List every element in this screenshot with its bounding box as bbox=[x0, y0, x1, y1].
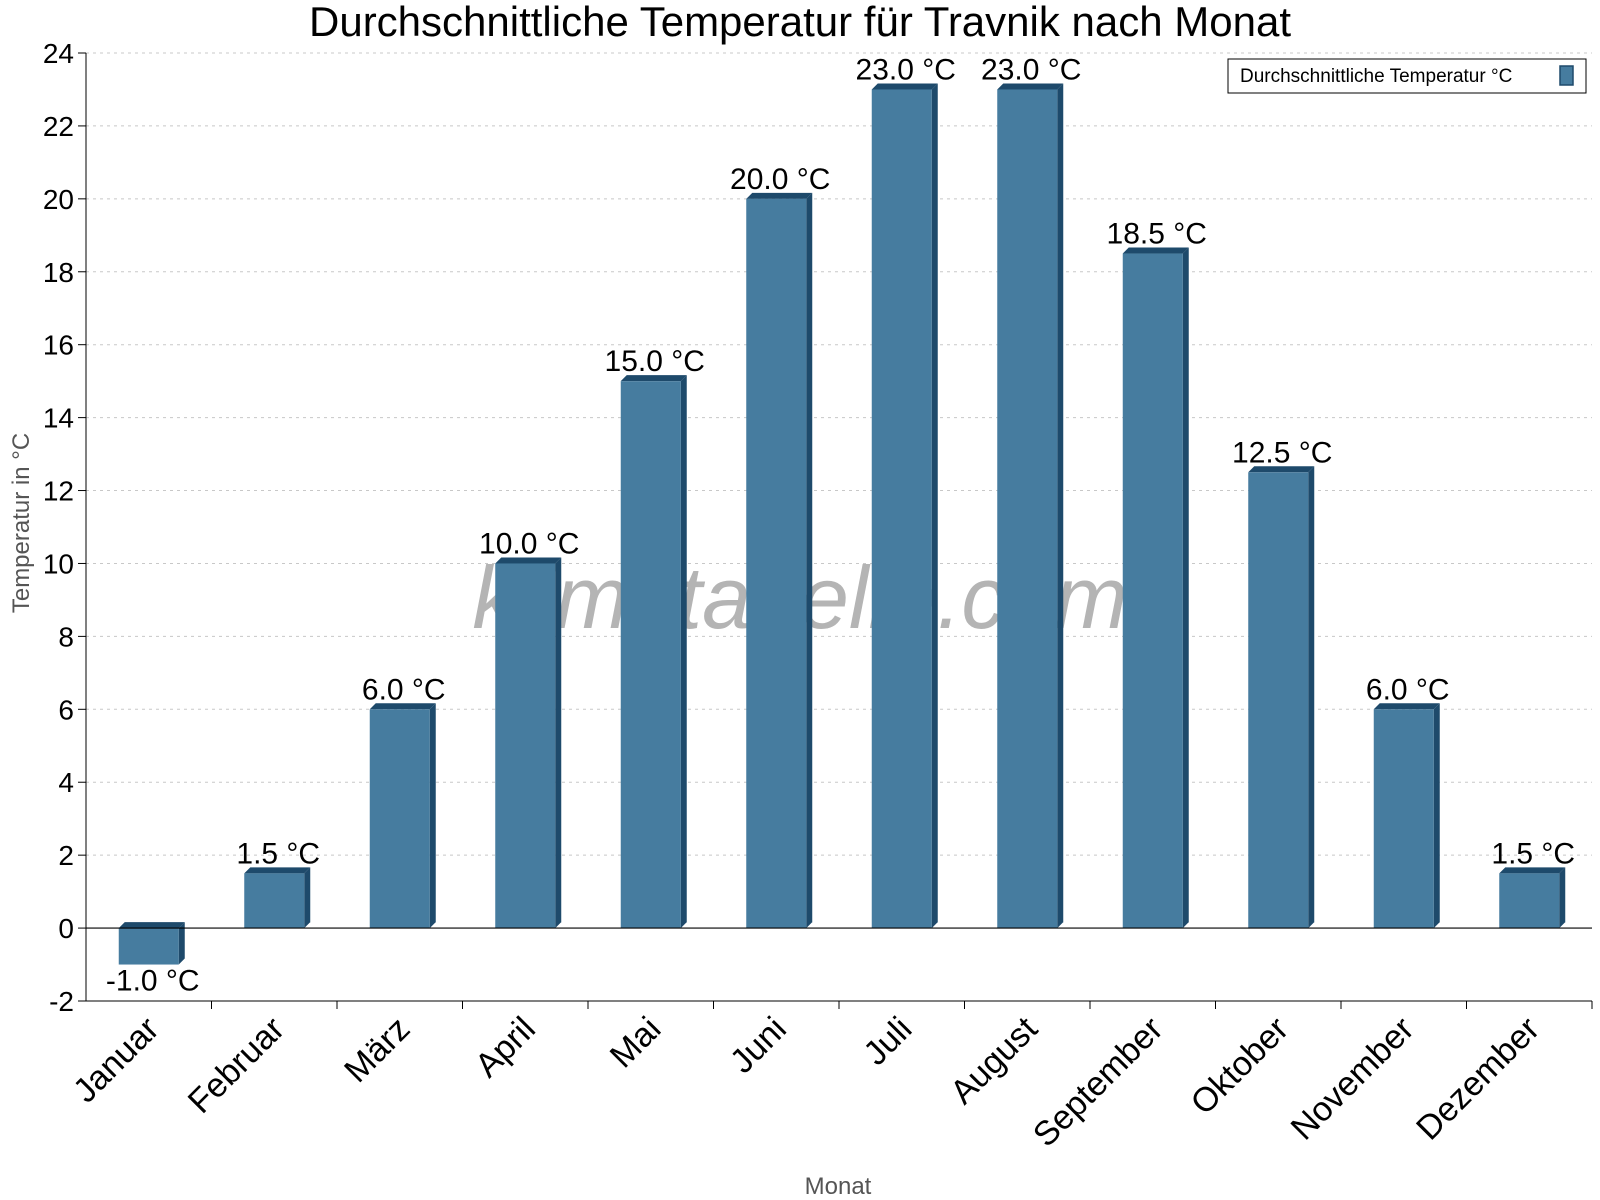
bar-side bbox=[429, 703, 436, 929]
bar-top bbox=[118, 922, 185, 929]
x-tick-label: Juni bbox=[723, 1010, 794, 1081]
bar-april bbox=[495, 557, 562, 929]
bar-top bbox=[871, 83, 938, 90]
bar-september bbox=[1122, 247, 1189, 929]
data-label: 12.5 °C bbox=[1232, 436, 1332, 469]
x-tick-label: April bbox=[468, 1010, 543, 1085]
bar-side bbox=[680, 375, 687, 929]
y-tick-label: -2 bbox=[49, 986, 74, 1017]
bar-front bbox=[118, 928, 179, 965]
legend-swatch bbox=[1559, 65, 1574, 86]
y-tick-label: 0 bbox=[58, 913, 74, 944]
data-label: 18.5 °C bbox=[1107, 218, 1207, 251]
bar-front bbox=[620, 381, 681, 929]
bar-side bbox=[1057, 83, 1064, 929]
bar-front bbox=[1499, 873, 1560, 929]
bar-august bbox=[997, 83, 1064, 929]
chart-title: Durchschnittliche Temperatur für Travnik… bbox=[309, 0, 1291, 45]
data-label: 6.0 °C bbox=[1366, 673, 1450, 706]
bar-side bbox=[1182, 247, 1189, 929]
bar-top bbox=[997, 83, 1064, 90]
y-tick-label: 20 bbox=[43, 184, 74, 215]
bar-november bbox=[1373, 703, 1440, 929]
y-tick-label: 24 bbox=[43, 38, 74, 69]
bar-märz bbox=[369, 703, 436, 929]
bar-januar bbox=[118, 922, 185, 965]
x-tick-label: Juli bbox=[856, 1010, 919, 1073]
x-tick-label: September bbox=[1026, 1010, 1170, 1154]
data-label: 6.0 °C bbox=[362, 673, 446, 706]
data-label: 23.0 °C bbox=[856, 53, 956, 86]
bar-top bbox=[1248, 466, 1315, 473]
data-labels: -1.0 °C 1.5 °C 6.0 °C 10.0 °C 15.0 °C 20.0 °C… bbox=[106, 53, 1575, 997]
bar-side bbox=[931, 83, 938, 929]
bar-front bbox=[871, 89, 932, 929]
bar-juni bbox=[746, 192, 813, 929]
y-tick-label: 4 bbox=[58, 767, 74, 798]
bar-front bbox=[495, 563, 556, 929]
bar-top bbox=[620, 375, 687, 382]
y-tick-label: 22 bbox=[43, 111, 74, 142]
bars bbox=[118, 83, 1566, 965]
bar-side bbox=[555, 557, 562, 929]
bar-top bbox=[746, 192, 813, 199]
data-label: 10.0 °C bbox=[479, 527, 579, 560]
bar-front bbox=[746, 198, 807, 929]
y-tick-label: 8 bbox=[58, 621, 74, 652]
bar-mai bbox=[620, 375, 687, 929]
data-label: -1.0 °C bbox=[106, 965, 200, 998]
bar-front bbox=[1373, 709, 1434, 929]
y-tick-label: 12 bbox=[43, 476, 74, 507]
data-label: 23.0 °C bbox=[981, 53, 1081, 86]
x-tick-label: Mai bbox=[603, 1010, 669, 1076]
bar-top bbox=[1122, 247, 1189, 254]
data-label: 1.5 °C bbox=[236, 837, 320, 870]
y-tick-label: 6 bbox=[58, 694, 74, 725]
bar-top bbox=[244, 867, 311, 874]
x-tick-label: Oktober bbox=[1184, 1010, 1296, 1122]
bar-side bbox=[806, 192, 813, 929]
bar-front bbox=[1248, 472, 1309, 929]
axes bbox=[78, 52, 1593, 1009]
bar-front bbox=[369, 709, 430, 929]
x-tick-label: März bbox=[337, 1010, 417, 1090]
y-tick-label: 10 bbox=[43, 548, 74, 579]
data-label: 1.5 °C bbox=[1491, 837, 1575, 870]
x-tick-label: August bbox=[943, 1009, 1045, 1111]
bar-side bbox=[1559, 867, 1566, 929]
bar-front bbox=[1122, 253, 1183, 929]
bar-juli bbox=[871, 83, 938, 929]
bar-top bbox=[495, 557, 562, 564]
data-label: 20.0 °C bbox=[730, 163, 830, 196]
legend-box bbox=[1227, 58, 1587, 94]
bar-side bbox=[1433, 703, 1440, 929]
bar-side bbox=[178, 922, 185, 965]
x-tick-label: November bbox=[1284, 1010, 1422, 1148]
bar-front bbox=[997, 89, 1058, 929]
bar-top bbox=[369, 703, 436, 710]
y-tick-label: 18 bbox=[43, 257, 74, 288]
grid-lines bbox=[86, 52, 1592, 1002]
y-tick-label: 2 bbox=[58, 840, 74, 871]
bar-side bbox=[304, 867, 311, 929]
x-tick-label: Februar bbox=[181, 1010, 292, 1121]
y-axis-label: Temperatur in °C bbox=[8, 433, 35, 613]
y-tick-label: 14 bbox=[43, 403, 74, 434]
bar-front bbox=[244, 873, 305, 929]
bar-top bbox=[1373, 703, 1440, 710]
bar-side bbox=[1308, 466, 1315, 929]
bar-oktober bbox=[1248, 466, 1315, 929]
x-tick-label: Dezember bbox=[1409, 1010, 1547, 1148]
bar-top bbox=[1499, 867, 1566, 874]
x-axis-label: Monat bbox=[805, 1173, 872, 1200]
data-label: 15.0 °C bbox=[605, 345, 705, 378]
legend-label: Durchschnittliche Temperatur °C bbox=[1240, 66, 1512, 87]
x-tick-label: Januar bbox=[66, 1010, 166, 1110]
bar-dezember bbox=[1499, 867, 1566, 929]
legend: Durchschnittliche Temperatur °C bbox=[1227, 58, 1587, 94]
y-tick-label: 16 bbox=[43, 330, 74, 361]
bar-februar bbox=[244, 867, 311, 929]
